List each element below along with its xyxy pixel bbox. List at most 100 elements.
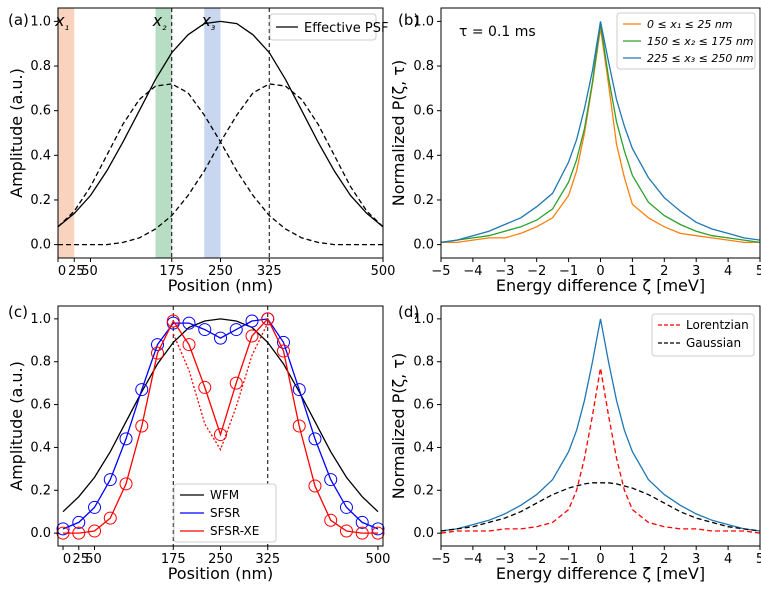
data-point [245,329,259,343]
y-tick-label: 0.8 [413,355,434,370]
x-tick-label: 3 [692,264,700,279]
data-point [56,522,70,536]
legend-label: 0 ≤ x₁ ≤ 25 nm [647,18,733,31]
data-point [324,473,338,487]
legend: Lorentzian Gaussian [651,313,755,357]
data-point [355,526,369,540]
x-tick-label: −4 [463,552,482,567]
y-tick-label: 0.4 [30,148,51,163]
x-tick-label: 25 [73,552,90,567]
legend-label: Effective PSF [304,21,388,36]
y-tick-label: 1.0 [413,312,434,327]
x-tick-label: 0 [596,552,604,567]
panel-label: (c) [8,303,28,321]
x-tick-label: 175 [161,552,186,567]
series-line-0 [62,318,379,513]
x-tick-label: 4 [724,552,732,567]
x-tick-label: −3 [495,552,514,567]
y-tick-label: 0.4 [30,440,51,455]
x-tick-label: −3 [495,264,514,279]
y-tick-label: 0.2 [30,193,51,208]
x-tick-label: 5 [756,264,761,279]
band-x1 [58,8,75,258]
y-tick-label: 1.0 [413,14,434,29]
data-point [198,380,212,394]
y-tick-label: 0.4 [413,440,434,455]
x-axis-label: Position (nm) [168,276,274,295]
y-tick-label: 0.0 [30,526,51,541]
x-tick-label: 500 [371,264,396,279]
data-point [151,338,165,352]
legend-label: WFM [210,488,239,502]
data-point [355,515,369,529]
x-tick-label: −1 [559,264,578,279]
y-axis-label: Normalized P(ζ, τ) [389,353,408,499]
x-tick-label: 250 [208,264,233,279]
x-tick-label: 0 [596,264,604,279]
data-point [182,338,196,352]
x-tick-label: −5 [431,264,450,279]
legend-label: 150 ≤ x₂ ≤ 175 nm [647,35,754,48]
data-point [88,524,102,538]
series-line-3 [172,322,269,452]
y-axis-label: Amplitude (a.u.) [7,361,26,491]
x-tick-label: −2 [527,552,546,567]
legend-label: Gaussian [686,336,741,350]
data-point [292,383,306,397]
y-tick-label: 0.6 [413,104,434,119]
legend-label: Lorentzian [686,318,749,332]
data-point [229,376,243,390]
series-line-1 [62,318,379,530]
y-tick-label: 0.0 [30,238,51,253]
x-tick-label: 3 [692,552,700,567]
y-tick-label: 0.2 [30,483,51,498]
y-tick-label: 0.8 [413,59,434,74]
panel-b: (b) −5 −4 −3 −2 −1 0 1 2 3 4 5 0.0 0.2 0.4 0.6 0.8 1.0 Ene… [389,7,761,295]
y-axis-label: Amplitude (a.u.) [7,68,26,198]
x-axis-label: Position (nm) [168,564,274,583]
x-tick-label: 50 [81,264,98,279]
data-point [229,323,243,337]
y-tick-label: 0.8 [30,355,51,370]
data-point [261,312,275,326]
series-line-0 [57,20,384,228]
x-tick-label: 500 [366,552,391,567]
data-point [135,419,149,433]
data-point [308,479,322,493]
series-line-2 [440,21,761,244]
legend-label: SFSR [210,506,240,520]
legend-box [269,13,377,41]
y-tick-label: 0.2 [413,193,434,208]
data-point [103,511,117,525]
x-tick-label: 5 [756,552,761,567]
x-tick-label: −2 [527,264,546,279]
x-tick-label: 4 [724,264,732,279]
legend-label: 225 ≤ x₃ ≤ 250 nm [647,52,754,65]
data-point [135,383,149,397]
panel-label: (b) [398,11,419,29]
data-point [276,335,290,349]
y-tick-label: 0.0 [413,526,434,541]
x-tick-label: 2 [660,264,668,279]
x-tick-label: 250 [208,552,233,567]
band-x2 [155,8,172,258]
legend-label: SFSR-XE [210,524,259,538]
y-tick-label: 0.8 [30,59,51,74]
x-axis-label: Energy difference ζ [meV] [496,276,705,295]
series-line-2 [58,83,384,246]
series-line-1 [440,367,761,534]
x-tick-label: 325 [255,552,280,567]
y-tick-label: 0.6 [413,398,434,413]
data-point [103,473,117,487]
data-point [339,524,353,538]
x-tick-label: −5 [431,552,450,567]
data-point [119,432,133,446]
data-point [245,314,259,328]
x-tick-label: 0 [63,552,71,567]
y-axis-label: Normalized P(ζ, τ) [389,60,408,206]
y-tick-label: 1.0 [30,312,51,327]
data-point [324,513,338,527]
